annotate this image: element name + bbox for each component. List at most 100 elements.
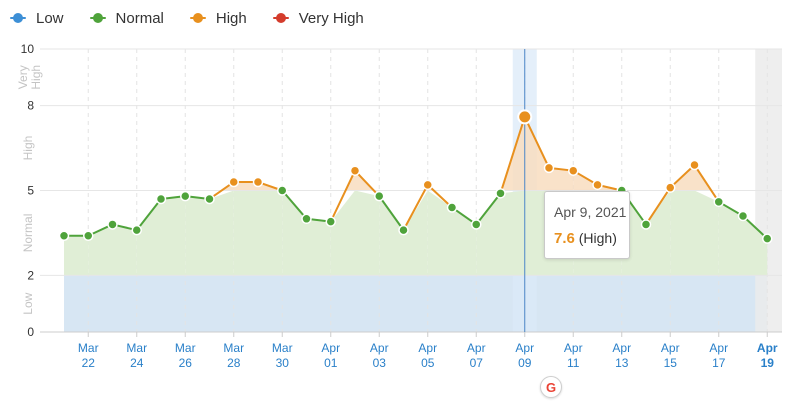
x-tick-label-day: 09 bbox=[518, 356, 532, 370]
x-tick-label-month: Mar bbox=[78, 341, 99, 355]
data-point bbox=[155, 193, 167, 205]
data-point bbox=[252, 176, 264, 188]
area-normal-segment bbox=[427, 190, 452, 276]
data-point bbox=[471, 219, 482, 230]
area-normal-segment bbox=[185, 196, 210, 276]
area-normal-segment bbox=[258, 190, 283, 276]
y-tick-label: 10 bbox=[21, 42, 35, 56]
x-tick-label-day: 19 bbox=[761, 356, 775, 370]
band-label: Low bbox=[21, 292, 35, 314]
legend-item-low[interactable]: Low bbox=[10, 10, 64, 27]
area-normal-segment bbox=[670, 190, 695, 276]
data-point bbox=[737, 210, 749, 222]
hover-tooltip: Apr 9, 2021 7.6 (High) bbox=[544, 191, 630, 259]
series-line-segment bbox=[645, 186, 672, 226]
area-normal-segment bbox=[161, 196, 186, 276]
legend-swatch-normal bbox=[89, 11, 106, 25]
area-high-segment bbox=[524, 116, 549, 191]
x-tick-label-day: 24 bbox=[130, 356, 144, 370]
data-point bbox=[228, 176, 239, 188]
band-label: Normal bbox=[21, 214, 35, 253]
x-tick-label-month: Apr bbox=[321, 341, 340, 355]
google-update-icon[interactable]: G bbox=[540, 376, 562, 398]
tooltip-value: 7.6 bbox=[554, 230, 575, 247]
data-point bbox=[713, 196, 724, 208]
series-line-segment bbox=[281, 189, 308, 220]
legend-swatch-high bbox=[189, 11, 206, 25]
area-high-segment bbox=[573, 170, 598, 191]
tooltip-level: (High) bbox=[578, 230, 617, 246]
x-tick-label-day: 26 bbox=[179, 356, 193, 370]
x-tick-label-month: Apr bbox=[515, 341, 534, 355]
data-point bbox=[446, 202, 458, 213]
legend-label-high: High bbox=[215, 9, 247, 27]
data-point bbox=[517, 109, 533, 125]
data-point bbox=[301, 213, 312, 225]
data-point bbox=[58, 230, 70, 242]
x-tick-label-month: Apr bbox=[370, 341, 389, 355]
legend-item-normal[interactable]: Normal bbox=[89, 9, 164, 27]
legend-label-normal: Normal bbox=[115, 9, 164, 27]
legend-label-low: Low bbox=[36, 9, 64, 27]
area-normal-segment bbox=[500, 190, 525, 276]
band-label: High bbox=[21, 136, 35, 161]
area-normal-segment bbox=[306, 218, 331, 276]
x-tick-label-day: 05 bbox=[421, 356, 435, 370]
x-tick-label-day: 03 bbox=[373, 356, 387, 370]
area-normal-segment bbox=[136, 198, 161, 276]
series-line-segment bbox=[523, 115, 550, 169]
area-normal-segment bbox=[355, 190, 380, 276]
band-low-fill bbox=[64, 275, 768, 332]
y-tick-label: 0 bbox=[27, 325, 34, 339]
series-line-segment bbox=[742, 214, 769, 240]
data-point bbox=[592, 179, 603, 191]
x-tick-label-day: 15 bbox=[664, 356, 678, 370]
area-normal-segment bbox=[452, 207, 477, 276]
x-tick-label-month: Apr bbox=[709, 341, 728, 355]
legend-item-very-high[interactable]: Very High bbox=[272, 10, 364, 27]
x-tick-label-month: Apr bbox=[564, 341, 583, 355]
x-tick-label-day: 17 bbox=[712, 356, 726, 370]
legend-item-high[interactable]: High bbox=[189, 9, 247, 27]
x-tick-label-month: Mar bbox=[175, 341, 196, 355]
data-point bbox=[398, 224, 409, 236]
series-line-segment bbox=[378, 195, 405, 232]
series-line-segment bbox=[693, 164, 720, 203]
y-tick-label: 2 bbox=[27, 268, 34, 282]
tooltip-value-line: 7.6 (High) bbox=[554, 230, 617, 247]
area-normal-segment bbox=[88, 224, 113, 276]
area-normal-segment bbox=[694, 190, 719, 276]
area-normal-segment bbox=[233, 190, 258, 276]
series-line-segment bbox=[402, 183, 429, 232]
data-point bbox=[374, 190, 385, 202]
area-normal-segment bbox=[379, 196, 404, 276]
y-tick-label: 5 bbox=[27, 184, 34, 198]
data-point bbox=[640, 219, 652, 230]
data-point bbox=[204, 193, 215, 205]
data-point bbox=[689, 159, 700, 171]
x-tick-label-day: 11 bbox=[567, 356, 580, 370]
x-tick-label-day: 01 bbox=[324, 356, 338, 370]
area-high-segment bbox=[233, 182, 258, 191]
x-tick-label-month: Apr bbox=[467, 341, 486, 355]
x-tick-label-month: Mar bbox=[223, 341, 244, 355]
chart-legend: Low Normal High Very High bbox=[10, 8, 390, 28]
x-tick-label-month: Apr bbox=[661, 341, 680, 355]
series-line-segment bbox=[499, 115, 526, 195]
series-line-segment bbox=[475, 192, 502, 226]
area-normal-segment bbox=[718, 201, 743, 276]
area-normal-segment bbox=[646, 190, 671, 276]
series-line-segment bbox=[669, 164, 696, 189]
series-line-segment bbox=[354, 169, 381, 198]
x-tick-label-month: Mar bbox=[126, 341, 147, 355]
tooltip-date: Apr 9, 2021 bbox=[554, 204, 627, 220]
area-normal-segment bbox=[524, 190, 549, 276]
data-point bbox=[83, 230, 94, 242]
legend-swatch-very-high bbox=[272, 11, 289, 25]
area-normal-segment bbox=[112, 224, 137, 276]
series-line-segment bbox=[329, 169, 356, 223]
data-point bbox=[762, 233, 773, 244]
x-tick-label-month: Mar bbox=[272, 341, 293, 355]
band-label: VeryHigh bbox=[16, 65, 43, 90]
y-tick-label: 8 bbox=[27, 99, 34, 113]
